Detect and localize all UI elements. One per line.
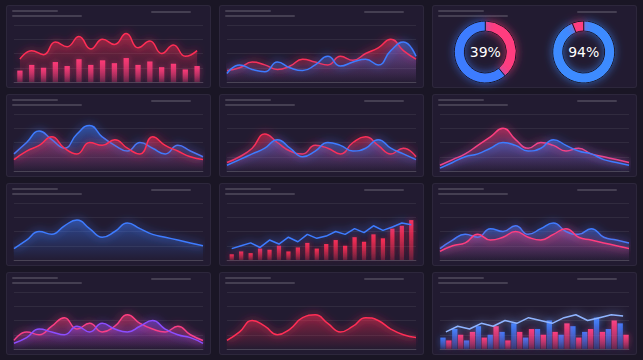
svg-text:94%: 94% xyxy=(568,44,599,60)
svg-text:39%: 39% xyxy=(470,44,501,60)
